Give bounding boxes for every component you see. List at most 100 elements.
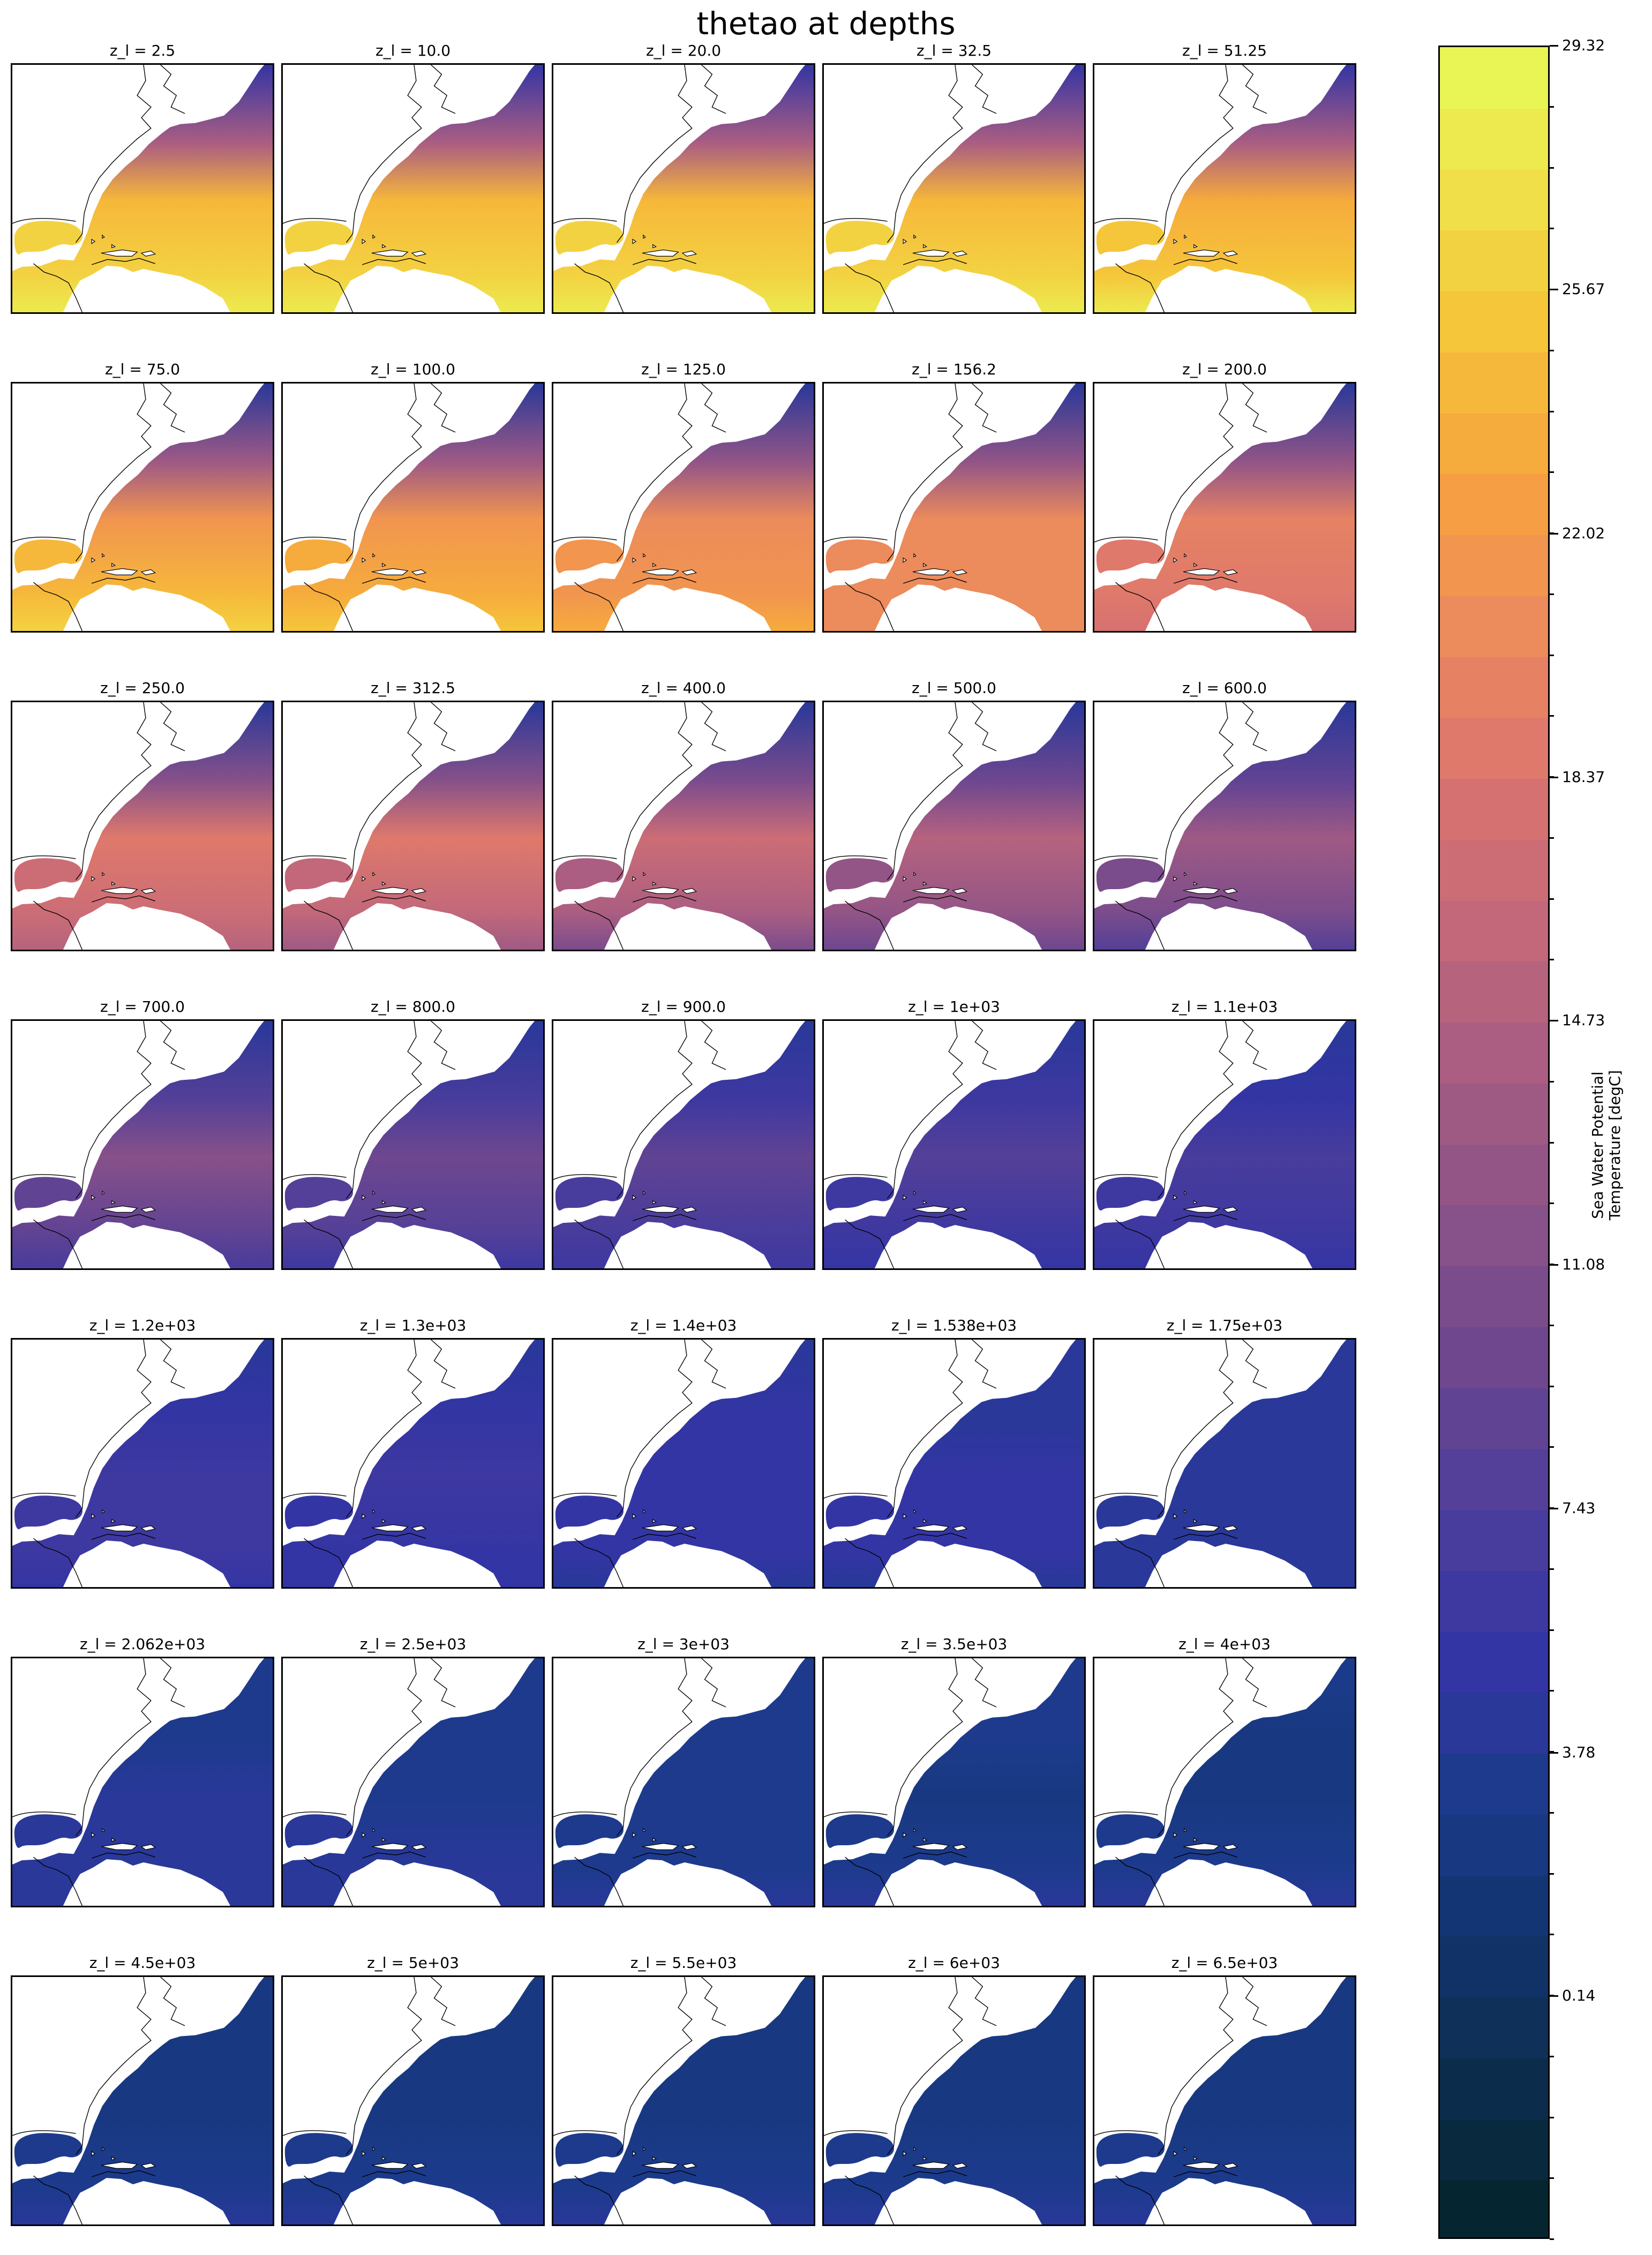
coastline	[553, 384, 726, 631]
colorbar-minor-tick	[1550, 1690, 1554, 1692]
ocean-field	[553, 702, 814, 950]
gulf-field	[14, 1177, 82, 1211]
caribbean-islands	[903, 1509, 968, 1531]
map-svg	[1094, 1340, 1355, 1587]
map-svg	[824, 384, 1084, 631]
colorbar-level	[1440, 1387, 1548, 1449]
gulf-field	[284, 539, 353, 574]
caribbean-islands	[362, 553, 427, 575]
map-svg	[553, 65, 814, 312]
panel-title: z_l = 4.5e+03	[89, 1954, 196, 1972]
ocean-field	[1094, 384, 1355, 631]
ocean-field	[824, 702, 1084, 950]
ocean-field	[553, 65, 814, 312]
colorbar-minor-tick	[1550, 1934, 1554, 1936]
gulf-field	[825, 1814, 894, 1848]
colorbar-minor-tick	[1550, 837, 1554, 839]
map-svg	[824, 702, 1084, 950]
colorbar-minor-tick	[1550, 1324, 1554, 1326]
map-svg	[1094, 1021, 1355, 1268]
coastline	[824, 702, 997, 950]
map-panel	[552, 701, 815, 951]
ocean-field	[1094, 1340, 1355, 1587]
caribbean-islands	[362, 1509, 427, 1531]
coastline	[553, 1977, 726, 2224]
gulf-field	[825, 1495, 894, 1530]
map-panel	[11, 1975, 274, 2226]
coastline	[283, 1658, 456, 1906]
colorbar-tick-label: 29.32	[1562, 36, 1605, 54]
colorbar-level	[1440, 1570, 1548, 1632]
panel-title: z_l = 156.2	[912, 360, 996, 378]
map-svg	[283, 1021, 543, 1268]
map-panel	[822, 701, 1086, 951]
map-svg	[553, 384, 814, 631]
colorbar-major-tick	[1550, 289, 1558, 291]
map-svg	[824, 65, 1084, 312]
caribbean-islands	[362, 1190, 427, 1213]
colorbar-level	[1440, 839, 1548, 901]
ocean-field	[824, 1658, 1084, 1906]
colorbar-minor-tick	[1550, 1202, 1554, 1205]
panel-title: z_l = 1.1e+03	[1171, 998, 1278, 1016]
ocean-field	[283, 1021, 543, 1268]
ocean-field	[283, 1340, 543, 1587]
gulf-field	[284, 858, 353, 892]
map-svg	[553, 1021, 814, 1268]
map-panel	[281, 1975, 545, 2226]
map-svg	[12, 65, 273, 312]
map-svg	[553, 1658, 814, 1906]
map-panel	[822, 63, 1086, 314]
colorbar-level	[1440, 1205, 1548, 1266]
panel-title: z_l = 1.3e+03	[359, 1317, 467, 1334]
panel-title: z_l = 200.0	[1182, 360, 1267, 378]
coastline	[12, 1340, 185, 1587]
gulf-field	[1096, 1814, 1165, 1848]
colorbar-level	[1440, 1509, 1548, 1571]
map-panel	[552, 1338, 815, 1589]
gulf-field	[1096, 221, 1165, 255]
coastline	[1094, 702, 1267, 950]
map-svg	[1094, 65, 1355, 312]
ocean-field	[12, 702, 273, 950]
map-panel	[552, 1657, 815, 1907]
colorbar-label-line2: Temperature [degC]	[1606, 1070, 1624, 1221]
caribbean-islands	[903, 871, 968, 894]
colorbar-label-line1: Sea Water Potential	[1589, 1071, 1606, 1219]
map-panel	[1093, 382, 1356, 633]
colorbar-major-tick	[1550, 1752, 1558, 1754]
colorbar-level	[1440, 1814, 1548, 1876]
coastline	[553, 65, 726, 312]
caribbean-islands	[91, 1828, 156, 1850]
colorbar-level	[1440, 2179, 1548, 2237]
gulf-field	[284, 1177, 353, 1211]
gulf-field	[14, 1495, 82, 1530]
colorbar-minor-tick	[1550, 167, 1554, 169]
gulf-field	[825, 2133, 894, 2167]
caribbean-islands	[91, 1509, 156, 1531]
coastline	[553, 1340, 726, 1587]
ocean-field	[12, 65, 273, 312]
ocean-field	[824, 65, 1084, 312]
colorbar-minor-tick	[1550, 898, 1554, 900]
colorbar	[1438, 46, 1550, 2239]
gulf-field	[284, 1814, 353, 1848]
ocean-field	[283, 702, 543, 950]
ocean-field	[824, 1021, 1084, 1268]
gulf-field	[555, 1495, 624, 1530]
map-panel	[822, 382, 1086, 633]
map-panel	[11, 701, 274, 951]
caribbean-islands	[91, 234, 156, 257]
gulf-field	[1096, 1495, 1165, 1530]
map-panel	[281, 63, 545, 314]
colorbar-level	[1440, 1448, 1548, 1510]
coastline	[1094, 1340, 1267, 1587]
coastline	[283, 65, 456, 312]
map-panel	[281, 1338, 545, 1589]
gulf-field	[555, 221, 624, 255]
gulf-field	[1096, 858, 1165, 892]
caribbean-islands	[1173, 1828, 1238, 1850]
caribbean-islands	[91, 1190, 156, 1213]
gulf-field	[14, 2133, 82, 2167]
panel-title: z_l = 5.5e+03	[630, 1954, 737, 1972]
